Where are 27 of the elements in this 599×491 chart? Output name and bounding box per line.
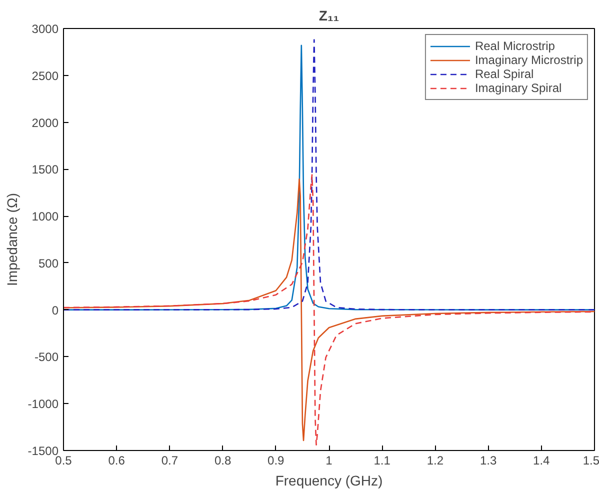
legend-label: Imaginary Microstrip [474, 53, 583, 67]
y-axis-title: Impedance (Ω) [4, 193, 20, 286]
y-tick-label: 500 [38, 256, 59, 270]
x-tick-label: 0.5 [55, 454, 72, 468]
x-tick-label: 0.7 [161, 454, 178, 468]
x-axis-title: Frequency (GHz) [275, 472, 383, 488]
legend-label: Real Microstrip [474, 39, 555, 53]
legend-label: Imaginary Spiral [474, 81, 562, 95]
x-tick-label: 0.8 [214, 454, 232, 468]
x-tick-label: 0.9 [268, 454, 285, 468]
x-tick-label: 1.4 [533, 454, 550, 468]
x-tick-label: 1.2 [426, 454, 444, 468]
y-tick-label: 1500 [32, 162, 59, 177]
y-tick-label: 2000 [32, 116, 59, 130]
y-tick-label: -500 [34, 350, 59, 364]
x-tick-label: 1.3 [480, 454, 497, 468]
y-tick-label: 2500 [32, 68, 59, 83]
y-tick-label: 3000 [32, 22, 59, 36]
legend-label: Real Spiral [474, 67, 534, 81]
y-tick-label: 1000 [32, 210, 59, 224]
x-tick-label: 0.6 [108, 454, 126, 468]
x-tick-label: 1.5 [582, 454, 599, 468]
x-tick-label: 1 [326, 454, 333, 468]
y-tick-label: 0 [52, 303, 59, 318]
chart-title: Z₁₁ [318, 8, 340, 24]
y-tick-label: -1000 [28, 397, 59, 412]
x-tick-label: 1.1 [374, 454, 391, 468]
